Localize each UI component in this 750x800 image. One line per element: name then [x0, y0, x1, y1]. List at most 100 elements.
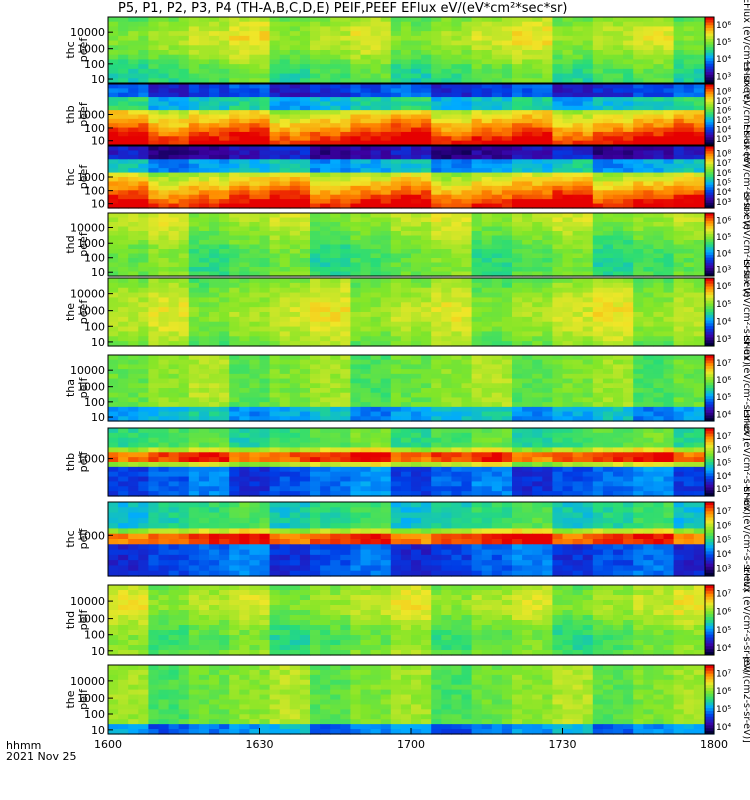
heatmap-cell	[360, 45, 372, 51]
heatmap-cell	[552, 326, 564, 333]
heatmap-cell	[461, 136, 473, 142]
heatmap-cell	[269, 150, 281, 156]
heatmap-cell	[643, 297, 654, 303]
heatmap-cell	[602, 185, 614, 191]
heatmap-cell	[491, 388, 503, 394]
heatmap-cell	[299, 78, 311, 84]
heatmap-cell	[441, 244, 452, 250]
heatmap-cell	[128, 26, 139, 32]
heatmap-cell	[421, 226, 432, 232]
heatmap-cell	[209, 105, 220, 111]
heatmap-cell	[592, 359, 604, 366]
heatmap-cell	[299, 213, 311, 219]
heatmap-cell	[613, 321, 624, 328]
heatmap-cell	[279, 92, 291, 98]
heatmap-cell	[602, 292, 614, 299]
colorbar-tick-label: 10⁶	[716, 106, 731, 116]
heatmap-cell	[633, 321, 644, 328]
heatmap-cell	[400, 172, 412, 178]
heatmap-cell	[148, 262, 160, 268]
heatmap-cell	[532, 249, 543, 255]
heatmap-cell	[249, 17, 261, 23]
heatmap-cell	[673, 222, 685, 228]
heatmap-cell	[491, 282, 503, 289]
heatmap-cell	[633, 316, 644, 323]
heatmap-cell	[643, 92, 654, 98]
heatmap-cell	[330, 321, 341, 328]
heatmap-cell	[320, 35, 331, 42]
heatmap-cell	[168, 123, 180, 129]
heatmap-cell	[592, 26, 604, 32]
heatmap-cell	[380, 222, 392, 228]
heatmap-cell	[572, 177, 584, 183]
heatmap-cell	[108, 235, 119, 241]
heatmap-cell	[219, 235, 230, 241]
heatmap-cell	[663, 50, 675, 56]
heatmap-cell	[532, 150, 543, 156]
heatmap-cell	[340, 231, 351, 237]
heatmap-cell	[259, 59, 271, 65]
heatmap-cell	[219, 40, 230, 46]
heatmap-cell	[491, 235, 503, 241]
heatmap-cell	[219, 154, 230, 160]
heatmap-cell	[623, 359, 634, 366]
heatmap-cell	[471, 364, 483, 370]
heatmap-cell	[269, 373, 281, 380]
heatmap-cell	[562, 40, 574, 46]
heatmap-cell	[683, 110, 695, 116]
heatmap-cell	[522, 73, 533, 79]
heatmap-cell	[421, 359, 432, 366]
heatmap-cell	[431, 154, 442, 160]
heatmap-cell	[138, 140, 149, 146]
heatmap-cell	[532, 163, 543, 169]
heatmap-cell	[168, 110, 180, 116]
heatmap-cell	[390, 388, 402, 394]
heatmap-cell	[108, 131, 119, 137]
heatmap-cell	[481, 92, 493, 98]
heatmap-cell	[421, 123, 432, 129]
heatmap-cell	[572, 203, 584, 209]
heatmap-cell	[158, 240, 170, 246]
colorbar-step	[705, 72, 714, 76]
heatmap-cell	[491, 88, 503, 94]
heatmap-cell	[299, 118, 311, 124]
heatmap-cell	[592, 383, 604, 389]
heatmap-cell	[209, 136, 220, 142]
heatmap-cell	[108, 21, 119, 28]
heatmap-cell	[693, 373, 705, 380]
heatmap-cell	[310, 190, 321, 196]
heatmap-cell	[259, 249, 271, 255]
heatmap-cell	[421, 150, 432, 156]
heatmap-cell	[239, 54, 250, 61]
heatmap-cell	[320, 68, 331, 75]
heatmap-cell	[299, 278, 311, 284]
heatmap-cell	[350, 146, 362, 152]
heatmap-cell	[673, 136, 685, 142]
heatmap-cell	[411, 316, 422, 323]
heatmap-cell	[360, 185, 372, 191]
heatmap-cell	[683, 226, 695, 232]
heatmap-cell	[572, 140, 584, 146]
heatmap-cell	[118, 146, 129, 152]
heatmap-cell	[118, 262, 129, 268]
heatmap-cell	[643, 163, 654, 169]
heatmap-cell	[289, 397, 301, 403]
heatmap-cell	[138, 45, 149, 51]
heatmap-cell	[653, 136, 665, 142]
colorbar-step	[705, 146, 714, 150]
heatmap-cell	[249, 21, 261, 28]
heatmap-cell	[633, 154, 644, 160]
heatmap-cell	[653, 373, 665, 380]
heatmap-cell	[542, 383, 553, 389]
heatmap-cell	[289, 45, 301, 51]
heatmap-cell	[653, 282, 665, 289]
heatmap-cell	[693, 240, 705, 246]
heatmap-cell	[340, 321, 351, 328]
heatmap-cell	[249, 110, 261, 116]
heatmap-cell	[299, 105, 311, 111]
heatmap-cell	[471, 331, 483, 337]
heatmap-cell	[350, 110, 362, 116]
heatmap-cell	[289, 17, 301, 23]
heatmap-cell	[128, 373, 139, 380]
heatmap-cell	[350, 127, 362, 133]
